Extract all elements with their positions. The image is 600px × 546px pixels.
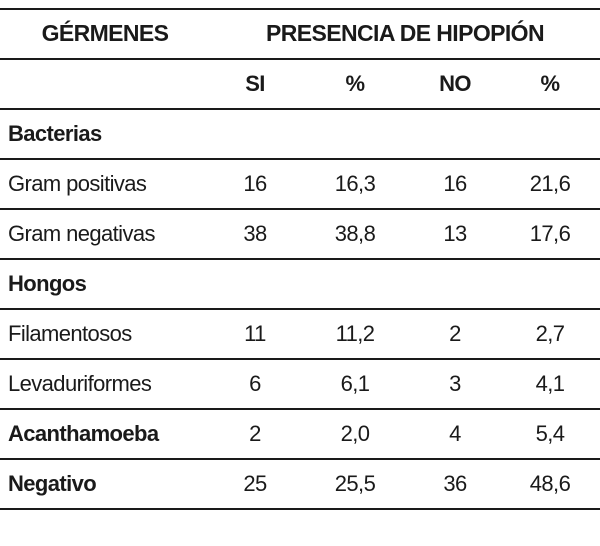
cell-si: 25 xyxy=(210,459,300,510)
cell-no-percent xyxy=(500,109,600,160)
cell-si: 2 xyxy=(210,409,300,460)
cell-no-percent: 17,6 xyxy=(500,209,600,260)
table-subheader-row: SI % NO % xyxy=(0,59,600,110)
table-row: Hongos xyxy=(0,259,600,310)
table-body: Bacterias Gram positivas 16 16,3 16 21,6… xyxy=(0,109,600,510)
subheader-no-percent: % xyxy=(500,59,600,110)
table-row: Gram negativas 38 38,8 13 17,6 xyxy=(0,209,600,260)
row-name: Gram positivas xyxy=(0,159,210,210)
cell-no: 4 xyxy=(410,409,500,460)
cell-no: 3 xyxy=(410,359,500,410)
cell-no-percent: 4,1 xyxy=(500,359,600,410)
cell-no: 36 xyxy=(410,459,500,510)
row-name: Bacterias xyxy=(0,109,210,160)
cell-no-percent xyxy=(500,259,600,310)
table-row: Bacterias xyxy=(0,109,600,160)
row-name: Hongos xyxy=(0,259,210,310)
table-row: Gram positivas 16 16,3 16 21,6 xyxy=(0,159,600,210)
header-germs: GÉRMENES xyxy=(0,9,210,60)
cell-no: 2 xyxy=(410,309,500,360)
cell-no-percent: 2,7 xyxy=(500,309,600,360)
subheader-si-percent: % xyxy=(300,59,410,110)
cell-si: 6 xyxy=(210,359,300,410)
cell-no: 16 xyxy=(410,159,500,210)
cell-si-percent: 16,3 xyxy=(300,159,410,210)
cell-si-percent: 38,8 xyxy=(300,209,410,260)
row-name: Levaduriformes xyxy=(0,359,210,410)
table-row: Filamentosos 11 11,2 2 2,7 xyxy=(0,309,600,360)
cell-si xyxy=(210,109,300,160)
row-name: Filamentosos xyxy=(0,309,210,360)
cell-si-percent: 2,0 xyxy=(300,409,410,460)
cell-si: 11 xyxy=(210,309,300,360)
cell-no-percent: 5,4 xyxy=(500,409,600,460)
row-name: Acanthamoeba xyxy=(0,409,210,460)
table-row: Negativo 25 25,5 36 48,6 xyxy=(0,459,600,510)
cell-no: 13 xyxy=(410,209,500,260)
table-row: Levaduriformes 6 6,1 3 4,1 xyxy=(0,359,600,410)
cell-si: 38 xyxy=(210,209,300,260)
cell-no-percent: 21,6 xyxy=(500,159,600,210)
row-name: Gram negativas xyxy=(0,209,210,260)
cell-no xyxy=(410,259,500,310)
subheader-no: NO xyxy=(410,59,500,110)
cell-si-percent xyxy=(300,109,410,160)
table-header-row: GÉRMENES PRESENCIA DE HIPOPIÓN xyxy=(0,9,600,60)
cell-no-percent: 48,6 xyxy=(500,459,600,510)
cell-si xyxy=(210,259,300,310)
table-row: Acanthamoeba 2 2,0 4 5,4 xyxy=(0,409,600,460)
cell-si-percent: 25,5 xyxy=(300,459,410,510)
cell-si-percent: 6,1 xyxy=(300,359,410,410)
cell-si-percent: 11,2 xyxy=(300,309,410,360)
row-name: Negativo xyxy=(0,459,210,510)
germs-hypopyon-table: GÉRMENES PRESENCIA DE HIPOPIÓN SI % NO %… xyxy=(0,9,600,510)
cell-si-percent xyxy=(300,259,410,310)
subheader-empty xyxy=(0,59,210,110)
subheader-si: SI xyxy=(210,59,300,110)
header-hypopyon-presence: PRESENCIA DE HIPOPIÓN xyxy=(210,9,600,60)
cell-no xyxy=(410,109,500,160)
cell-si: 16 xyxy=(210,159,300,210)
